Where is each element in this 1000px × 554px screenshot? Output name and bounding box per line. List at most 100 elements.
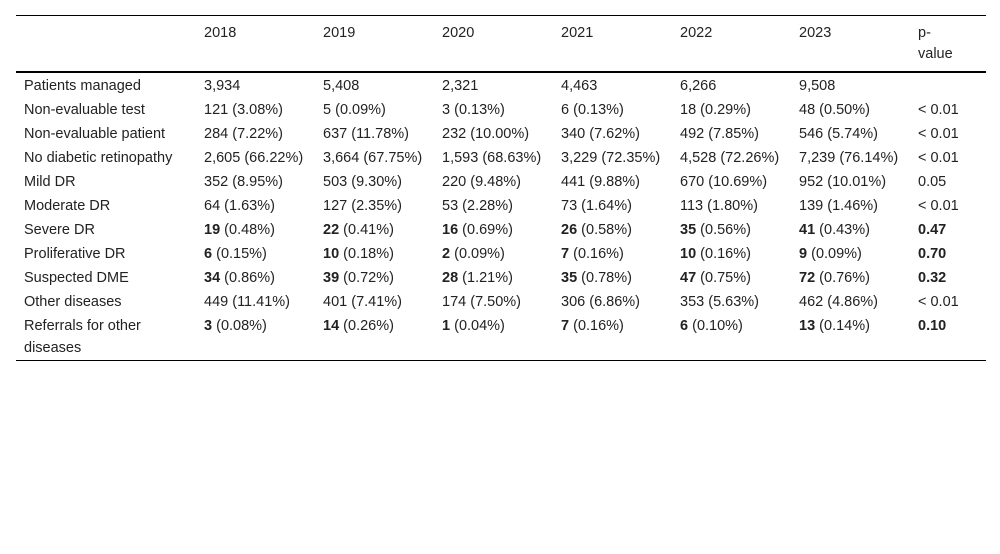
cell-count: 637: [323, 126, 348, 142]
cell-percent: (0.16%): [573, 318, 624, 334]
row-label: Suspected DME: [24, 270, 129, 286]
cell-count: 6: [680, 318, 689, 334]
cell-count: 462: [799, 294, 824, 310]
table-row: Patients managed 3,934 5,408 2,321 4,463 6,26…: [16, 72, 986, 98]
data-cell: 5,408: [315, 72, 434, 98]
cell-count: 6: [204, 246, 213, 262]
row-label: Non-evaluable test: [24, 102, 145, 118]
data-cell: 7 (0.16%): [553, 242, 672, 266]
cell-count: 73: [561, 198, 578, 214]
cell-count: 35: [680, 222, 697, 238]
data-cell: 401 (7.41%): [315, 290, 434, 314]
data-cell: 3,934: [196, 72, 315, 98]
data-cell: 5 (0.09%): [315, 98, 434, 122]
cell-percent: (8.95%): [232, 174, 284, 190]
cell-count: 449: [204, 294, 229, 310]
data-cell: 73 (1.64%): [553, 194, 672, 218]
cell-count: 3,934: [204, 78, 241, 94]
cell-count: 121: [204, 102, 229, 118]
p-value-cell: 0.32: [910, 266, 986, 290]
cell-percent: (7.50%): [470, 294, 522, 310]
data-cell: 35 (0.56%): [672, 218, 791, 242]
table-row: Moderate DR 64 (1.63%) 127 (2.35%) 53 (2.28…: [16, 194, 986, 218]
cell-count: 34: [204, 270, 221, 286]
data-cell: 952 (10.01%): [791, 170, 910, 194]
p-value-cell: < 0.01: [910, 98, 986, 122]
cell-percent: (0.41%): [343, 222, 394, 238]
cell-percent: (0.09%): [335, 102, 386, 118]
row-label: Referrals for other diseases: [24, 318, 141, 356]
cell-count: 352: [204, 174, 229, 190]
cell-percent: (0.50%): [819, 102, 870, 118]
data-cell: 4,463: [553, 72, 672, 98]
data-cell: 113 (1.80%): [672, 194, 791, 218]
cell-percent: (0.14%): [819, 318, 870, 334]
data-cell: 3 (0.08%): [196, 314, 315, 361]
data-cell: 48 (0.50%): [791, 98, 910, 122]
p-value-cell: < 0.01: [910, 146, 986, 170]
data-cell: 64 (1.63%): [196, 194, 315, 218]
row-label: Moderate DR: [24, 198, 111, 214]
cell-percent: (0.26%): [343, 318, 394, 334]
row-label: Mild DR: [24, 174, 76, 190]
data-cell: 28 (1.21%): [434, 266, 553, 290]
cell-count: 113: [680, 198, 704, 214]
cell-percent: (0.08%): [216, 318, 267, 334]
cell-percent: (5.74%): [827, 126, 879, 142]
cell-percent: (7.85%): [708, 126, 760, 142]
row-label: No diabetic retinopathy: [24, 150, 173, 166]
data-cell: 16 (0.69%): [434, 218, 553, 242]
p-value: < 0.01: [918, 102, 959, 118]
header-cell-year: 2022: [680, 25, 713, 41]
data-cell: 546 (5.74%): [791, 122, 910, 146]
p-value-header-text: p- value: [918, 25, 953, 62]
cell-percent: (0.72%): [343, 270, 394, 286]
p-value: < 0.01: [918, 198, 959, 214]
cell-percent: (9.88%): [589, 174, 641, 190]
data-cell: 3,664 (67.75%): [315, 146, 434, 170]
cell-percent: (0.58%): [581, 222, 632, 238]
table-row: Mild DR 352 (8.95%) 503 (9.30%) 220 (9.48%)…: [16, 170, 986, 194]
p-value-cell: < 0.01: [910, 122, 986, 146]
p-value-cell: < 0.01: [910, 194, 986, 218]
cell-count: 232: [442, 126, 467, 142]
data-cell: 306 (6.86%): [553, 290, 672, 314]
cell-percent: (0.10%): [692, 318, 743, 334]
p-value: < 0.01: [918, 126, 959, 142]
cell-count: 14: [323, 318, 340, 334]
header-row: 2018 2019 2020 2021 2022 2023 p- value: [16, 15, 986, 73]
data-cell: 2,605 (66.22%): [196, 146, 315, 170]
cell-count: 4,463: [561, 78, 598, 94]
cell-count: 340: [561, 126, 586, 142]
p-value-cell: 0.10: [910, 314, 986, 361]
data-cell: 232 (10.00%): [434, 122, 553, 146]
data-cell: 26 (0.58%): [553, 218, 672, 242]
row-label: Other diseases: [24, 294, 122, 310]
cell-percent: (72.26%): [720, 150, 780, 166]
cell-percent: (7.62%): [589, 126, 641, 142]
cell-percent: (0.16%): [700, 246, 751, 262]
data-cell: 121 (3.08%): [196, 98, 315, 122]
data-cell: 1 (0.04%): [434, 314, 553, 361]
data-cell: 3,229 (72.35%): [553, 146, 672, 170]
cell-percent: (11.41%): [232, 294, 290, 310]
cell-percent: (0.13%): [454, 102, 505, 118]
table-row: Suspected DME 34 (0.86%) 39 (0.72%) 28 (1.2…: [16, 266, 986, 290]
cell-count: 2: [442, 246, 451, 262]
cell-percent: (66.22%): [244, 150, 304, 166]
data-cell: 41 (0.43%): [791, 218, 910, 242]
data-cell: 35 (0.78%): [553, 266, 672, 290]
header-cell-year: 2021: [561, 25, 594, 41]
p-value-cell: [910, 72, 986, 98]
data-cell: 220 (9.48%): [434, 170, 553, 194]
p-value: 0.05: [918, 174, 947, 190]
data-cell: 174 (7.50%): [434, 290, 553, 314]
cell-count: 5: [323, 102, 332, 118]
cell-percent: (5.63%): [708, 294, 760, 310]
cell-percent: (9.48%): [470, 174, 522, 190]
header-cell-year: 2019: [323, 25, 356, 41]
data-cell: 14 (0.26%): [315, 314, 434, 361]
header-cell-p-value: p- value: [910, 16, 986, 73]
cell-count: 48: [799, 102, 816, 118]
cell-percent: (1.21%): [462, 270, 513, 286]
